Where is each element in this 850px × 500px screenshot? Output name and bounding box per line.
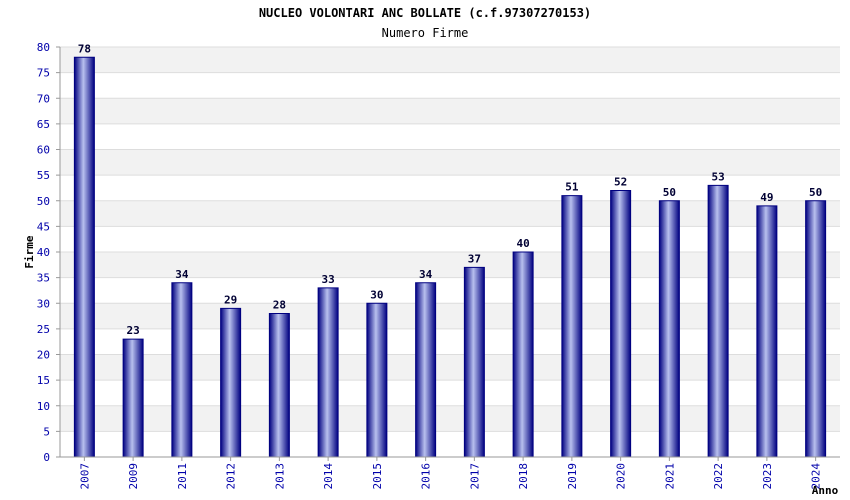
value-label-2009: 23: [127, 324, 140, 337]
grid-band: [60, 72, 840, 99]
y-tick-label: 10: [37, 400, 50, 413]
value-label-2021: 50: [663, 186, 676, 199]
y-tick-label: 60: [37, 144, 50, 157]
chart-title: NUCLEO VOLONTARI ANC BOLLATE (c.f.973072…: [259, 6, 591, 20]
bar-2017: [463, 266, 485, 458]
y-tick-label: 55: [37, 169, 50, 182]
bar-2022: [707, 184, 729, 458]
y-tick-label: 65: [37, 118, 50, 131]
value-label-2023: 49: [760, 191, 773, 204]
value-label-2016: 34: [419, 268, 433, 281]
y-axis-ticks: 0 5 10 15 20 25 30 35 40 45 50 55 60 65 70 75 80: [37, 41, 60, 464]
bar-2020: [610, 190, 632, 458]
value-label-2018: 40: [517, 237, 530, 250]
y-tick-label: 0: [43, 451, 50, 464]
bar-2023: [756, 205, 778, 458]
gridlines: [60, 46, 840, 458]
value-label-2014: 33: [322, 273, 335, 286]
y-tick-label: 20: [37, 349, 50, 362]
chart-subtitle: Numero Firme: [382, 26, 469, 40]
bar-2013: [268, 313, 290, 458]
x-tick-label-2021: 2021: [663, 463, 676, 490]
grid-band: [60, 123, 840, 150]
y-tick-label: 45: [37, 220, 50, 233]
x-tick-label-2007: 2007: [78, 463, 91, 490]
x-tick-label-2017: 2017: [468, 463, 481, 490]
y-tick-label: 50: [37, 195, 50, 208]
y-tick-label: 15: [37, 374, 50, 387]
y-tick-label: 25: [37, 323, 50, 336]
value-label-2011: 34: [175, 268, 189, 281]
value-label-2024: 50: [809, 186, 822, 199]
bar-2024: [805, 200, 827, 458]
bar-2015: [366, 302, 388, 458]
bar-2016: [415, 282, 437, 458]
value-label-2013: 28: [273, 299, 286, 312]
bar-2009: [122, 338, 144, 458]
x-tick-label-2009: 2009: [127, 463, 140, 490]
x-tick-label-2013: 2013: [273, 463, 286, 490]
bar-2018: [512, 251, 534, 458]
x-tick-label-2018: 2018: [517, 463, 530, 490]
value-label-2015: 30: [370, 288, 383, 301]
grid-band: [60, 47, 840, 73]
x-tick-label-2022: 2022: [712, 463, 725, 490]
value-label-2007: 78: [78, 42, 91, 55]
y-tick-label: 5: [43, 425, 50, 438]
bar-2021: [658, 200, 680, 458]
value-label-2019: 51: [565, 181, 579, 194]
x-tick-label-2023: 2023: [761, 463, 774, 490]
value-label-2020: 52: [614, 176, 627, 189]
y-tick-label: 80: [37, 41, 50, 54]
y-tick-label: 70: [37, 92, 50, 105]
x-tick-label-2024: 2024: [810, 463, 823, 490]
bar-2019: [561, 195, 583, 458]
y-tick-label: 30: [37, 297, 50, 310]
x-tick-label-2016: 2016: [420, 463, 433, 490]
x-axis-ticks: 2007 2009 2011 2012 2013 2014 2015 2016 2017 2018…: [78, 457, 823, 490]
value-label-2022: 53: [712, 170, 725, 183]
x-axis-label: Anno: [812, 484, 839, 497]
value-label-2012: 29: [224, 293, 237, 306]
bar-2014: [317, 287, 339, 458]
grid-band: [60, 149, 840, 176]
y-tick-label: 35: [37, 272, 50, 285]
bars: [73, 56, 827, 458]
x-tick-label-2012: 2012: [225, 463, 238, 490]
bar-2011: [171, 282, 193, 458]
grid-band: [60, 98, 840, 124]
x-tick-label-2014: 2014: [322, 463, 335, 490]
value-labels: 78 23 34 29 28 33 30 34 37 40 51 52 50 53 49 50: [78, 42, 823, 337]
bar-2007: [73, 56, 95, 458]
x-tick-label-2019: 2019: [566, 463, 579, 490]
value-label-2017: 37: [468, 252, 481, 265]
x-tick-label-2015: 2015: [371, 463, 384, 490]
y-tick-label: 40: [37, 246, 50, 259]
x-tick-label-2011: 2011: [176, 463, 189, 490]
y-axis-label: Firme: [23, 235, 36, 268]
bar-2012: [220, 307, 242, 458]
x-tick-label-2020: 2020: [615, 463, 628, 490]
y-tick-label: 75: [37, 67, 50, 80]
